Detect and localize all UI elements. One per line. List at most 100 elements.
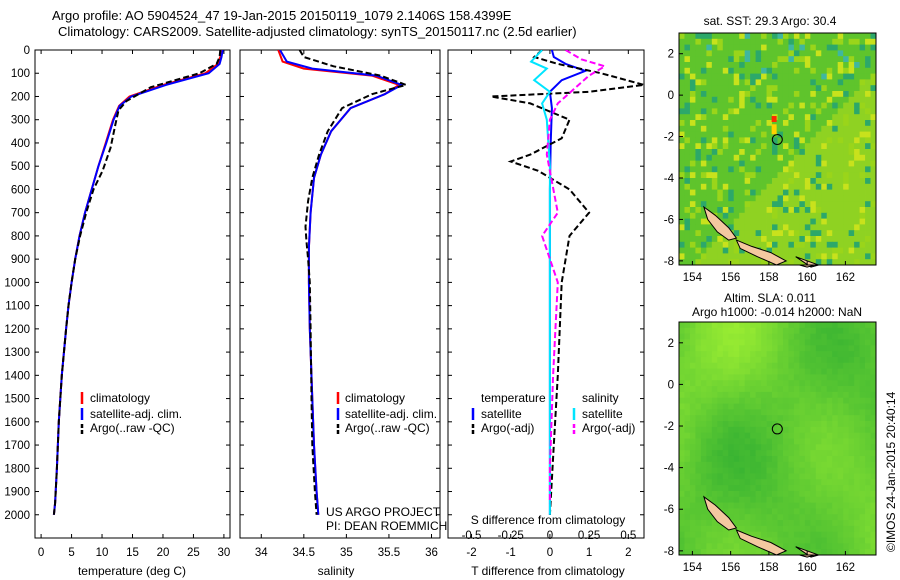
map-cell — [755, 79, 762, 86]
map-cell — [679, 450, 685, 457]
map-cell — [810, 195, 817, 202]
map-cell — [832, 143, 839, 150]
map-cell — [695, 391, 702, 399]
map-cell — [799, 56, 806, 63]
map-cell — [793, 432, 800, 439]
map-cell — [832, 351, 839, 358]
map-cell — [744, 166, 751, 173]
map-cell — [843, 333, 850, 340]
map-cell — [761, 62, 767, 69]
map-cell — [679, 351, 685, 358]
map-cell — [859, 351, 866, 358]
map-cell — [679, 108, 685, 115]
map-cell — [799, 166, 806, 173]
map-cell — [782, 333, 789, 340]
map-cell — [706, 391, 713, 399]
map-cell — [826, 247, 833, 254]
map-cell — [744, 421, 751, 428]
map-cell — [782, 108, 789, 115]
map-cell — [865, 444, 871, 451]
map-cell — [695, 386, 702, 393]
map-cell — [782, 473, 789, 480]
map-cell — [739, 143, 746, 150]
map-cell — [782, 38, 789, 45]
map-cell — [750, 67, 757, 74]
map-cell — [706, 421, 713, 428]
map-cell — [722, 397, 729, 404]
map-cell — [750, 125, 757, 132]
map-cell — [717, 345, 724, 352]
map-cell — [689, 236, 696, 243]
map-cell — [766, 502, 773, 509]
map-cell — [717, 415, 724, 422]
map-cell — [711, 62, 718, 69]
map-cell — [843, 537, 850, 544]
map-cell — [870, 368, 877, 375]
map-cell — [689, 253, 696, 260]
map-cell — [755, 236, 762, 243]
map-cell — [843, 473, 850, 480]
map-cell — [722, 91, 729, 98]
map-cell — [837, 362, 844, 369]
map-cell — [826, 508, 833, 515]
map-cell — [679, 96, 685, 103]
map-cell — [826, 531, 833, 538]
map-cell — [744, 362, 751, 369]
map-cell — [848, 160, 855, 167]
map-cell — [733, 172, 740, 179]
map-cell — [711, 183, 718, 190]
map-cell — [755, 496, 762, 503]
map-cell — [684, 85, 691, 92]
map-cell — [695, 120, 702, 127]
map-cell — [859, 479, 866, 486]
map-cell — [793, 502, 800, 509]
map-cell — [761, 514, 767, 521]
map-cell — [700, 368, 707, 375]
map-cell — [679, 432, 685, 439]
map-cell — [728, 485, 735, 492]
map-cell — [815, 149, 822, 156]
map-cell — [700, 73, 707, 80]
temperature-legend: climatology satellite-adj. clim. Argo(..… — [80, 391, 182, 436]
lon-tick-label: 162 — [836, 562, 855, 574]
lat-tick-label: 2 — [668, 49, 674, 61]
map-cell — [848, 345, 855, 352]
x-tick-label: 36 — [425, 547, 438, 559]
map-cell — [761, 322, 767, 329]
map-cell — [728, 172, 735, 179]
map-cell — [706, 339, 713, 346]
map-cell — [848, 432, 855, 439]
map-cell — [700, 432, 707, 439]
map-cell — [870, 432, 877, 439]
map-cell — [706, 91, 713, 98]
map-cell — [837, 380, 844, 387]
depth-tick-label: 2000 — [4, 510, 30, 522]
map-cell — [799, 467, 806, 474]
map-cell — [739, 50, 746, 57]
map-cell — [782, 386, 789, 393]
map-cell — [815, 108, 822, 115]
map-cell — [870, 241, 877, 248]
depth-tick-label: 0 — [24, 45, 30, 57]
map-cell — [799, 421, 806, 428]
map-cell — [722, 172, 729, 179]
map-cell — [804, 38, 811, 45]
map-cell — [793, 520, 800, 527]
map-cell — [859, 201, 866, 208]
map-cell — [739, 537, 746, 544]
map-cell — [782, 496, 789, 503]
map-cell — [826, 44, 833, 51]
map-cell — [810, 114, 817, 121]
map-cell — [804, 67, 811, 74]
map-cell — [733, 514, 740, 521]
salinity-xlabel: salinity — [318, 564, 355, 578]
map-cell — [865, 62, 871, 69]
map-cell — [804, 525, 811, 533]
map-cell — [739, 67, 746, 74]
map-cell — [689, 241, 696, 248]
map-cell — [854, 531, 860, 538]
map-cell — [832, 183, 839, 190]
map-cell — [804, 473, 811, 480]
map-cell — [793, 178, 800, 185]
map-cell — [706, 415, 713, 422]
